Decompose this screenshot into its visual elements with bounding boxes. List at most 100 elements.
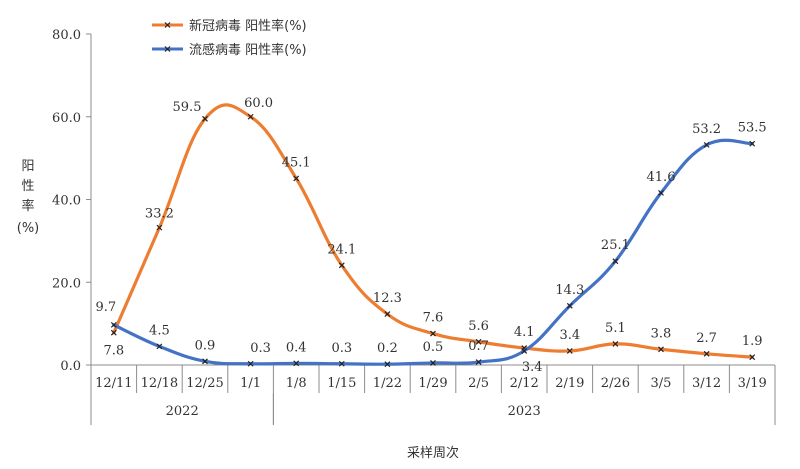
marker-stroke bbox=[703, 350, 710, 357]
marker-stroke bbox=[384, 361, 391, 368]
marker-stroke bbox=[384, 311, 391, 318]
y-axis-title-char: 阳 bbox=[21, 159, 34, 174]
marker-stroke bbox=[521, 348, 528, 354]
legend-label: 新冠病毒 阳性率(%) bbox=[189, 18, 307, 34]
data-label: 7.8 bbox=[103, 344, 124, 359]
data-label: 7.6 bbox=[423, 311, 444, 326]
y-tick-label: 40.0 bbox=[52, 194, 81, 209]
data-point-marker bbox=[658, 189, 664, 196]
marker-stroke bbox=[338, 262, 345, 269]
data-point-marker bbox=[247, 360, 254, 367]
data-label: 1.9 bbox=[742, 334, 763, 349]
data-label: 14.3 bbox=[555, 283, 584, 298]
data-point-marker bbox=[110, 321, 117, 328]
marker-stroke bbox=[110, 321, 117, 328]
marker-stroke bbox=[202, 115, 208, 122]
marker-stroke bbox=[338, 360, 345, 367]
data-point-marker bbox=[338, 262, 345, 269]
marker-stroke bbox=[293, 175, 300, 182]
data-label: 60.0 bbox=[244, 96, 273, 111]
data-label: 59.5 bbox=[173, 100, 202, 115]
data-point-marker bbox=[475, 338, 482, 345]
x-tick-label: 2/19 bbox=[555, 376, 584, 391]
data-point-marker bbox=[156, 343, 163, 350]
data-point-marker bbox=[110, 329, 117, 336]
x-tick-label: 3/19 bbox=[738, 376, 767, 391]
x-tick-label: 12/11 bbox=[95, 376, 132, 391]
x-tick-label: 3/5 bbox=[651, 376, 672, 391]
data-point-marker bbox=[293, 175, 300, 182]
data-point-marker bbox=[247, 113, 254, 120]
data-label: 9.7 bbox=[95, 300, 116, 315]
marker-stroke bbox=[293, 360, 300, 367]
marker-stroke bbox=[430, 360, 436, 366]
x-tick-label: 2/5 bbox=[468, 376, 489, 391]
marker-stroke bbox=[612, 340, 619, 347]
data-point-marker bbox=[612, 340, 619, 347]
x-tick-label: 12/18 bbox=[141, 376, 178, 391]
data-point-marker bbox=[566, 348, 573, 354]
marker-stroke bbox=[749, 354, 756, 361]
marker-stroke bbox=[110, 329, 117, 336]
marker-stroke bbox=[247, 113, 254, 120]
y-axis-title-char: (%) bbox=[17, 221, 40, 236]
data-label: 5.6 bbox=[468, 319, 489, 334]
data-point-marker bbox=[338, 360, 345, 367]
data-label: 41.6 bbox=[647, 170, 676, 185]
marker-stroke bbox=[475, 338, 482, 345]
data-point-marker bbox=[430, 330, 436, 337]
data-point-marker bbox=[156, 224, 163, 231]
marker-stroke bbox=[247, 360, 254, 367]
marker-stroke bbox=[703, 141, 710, 148]
data-label: 25.1 bbox=[601, 238, 630, 253]
data-label: 3.4 bbox=[559, 328, 580, 343]
marker-stroke bbox=[749, 140, 756, 147]
data-label: 12.3 bbox=[373, 291, 402, 306]
x-tick-label: 2/12 bbox=[510, 376, 539, 391]
marker-stroke bbox=[156, 343, 163, 350]
data-point-marker bbox=[658, 346, 664, 353]
data-label: 3.4 bbox=[522, 360, 543, 375]
marker-stroke bbox=[164, 46, 171, 52]
marker-stroke bbox=[156, 224, 163, 231]
data-labels: 7.8 33.2 59.5 60.0 45.1 24.1 12.3 7.6 5.6 4.1 3.4 5… bbox=[95, 96, 766, 375]
data-point-marker bbox=[521, 348, 528, 354]
data-label: 0.3 bbox=[331, 341, 352, 356]
data-label: 0.7 bbox=[468, 339, 489, 354]
marker-stroke bbox=[202, 358, 208, 365]
x-tick-label: 3/12 bbox=[692, 376, 721, 391]
marker-stroke bbox=[566, 348, 573, 354]
data-point-marker bbox=[430, 360, 436, 366]
data-point-marker bbox=[202, 358, 208, 365]
legend-label: 流感病毒 阳性率(%) bbox=[189, 42, 307, 58]
x-tick-label: 1/8 bbox=[286, 376, 307, 391]
x-tick-label: 12/25 bbox=[186, 376, 223, 391]
x-tick-label: 1/1 bbox=[240, 376, 261, 391]
x-group-label: 2023 bbox=[508, 404, 541, 419]
data-point-marker bbox=[612, 258, 619, 265]
x-group-label: 2022 bbox=[166, 404, 199, 419]
marker-stroke bbox=[658, 346, 664, 353]
data-point-marker bbox=[384, 361, 391, 368]
y-tick-label: 20.0 bbox=[52, 276, 81, 291]
data-point-marker bbox=[749, 140, 756, 147]
y-tick-label: 0.0 bbox=[60, 359, 81, 374]
data-label: 33.2 bbox=[145, 207, 174, 222]
data-label: 53.5 bbox=[738, 121, 767, 136]
data-point-marker bbox=[703, 350, 710, 357]
marker-stroke bbox=[566, 302, 573, 309]
x-axis-title: 采样周次 bbox=[407, 445, 459, 461]
data-label: 2.7 bbox=[696, 331, 717, 346]
x-tick-label: 1/22 bbox=[373, 376, 402, 391]
data-label: 0.2 bbox=[377, 341, 398, 356]
axes: 0.0 20.0 40.0 60.0 80.0 12/11 12/18 12/25 1/1 1/8… bbox=[17, 28, 776, 461]
data-label: 4.1 bbox=[514, 325, 535, 340]
marker-stroke bbox=[430, 330, 436, 337]
plot-area bbox=[110, 103, 756, 368]
data-point-marker bbox=[749, 354, 756, 361]
marker-stroke bbox=[612, 258, 619, 265]
data-label: 0.5 bbox=[423, 340, 444, 355]
data-label: 53.2 bbox=[692, 122, 721, 137]
data-point-marker bbox=[384, 311, 391, 318]
data-label: 24.1 bbox=[327, 242, 356, 257]
